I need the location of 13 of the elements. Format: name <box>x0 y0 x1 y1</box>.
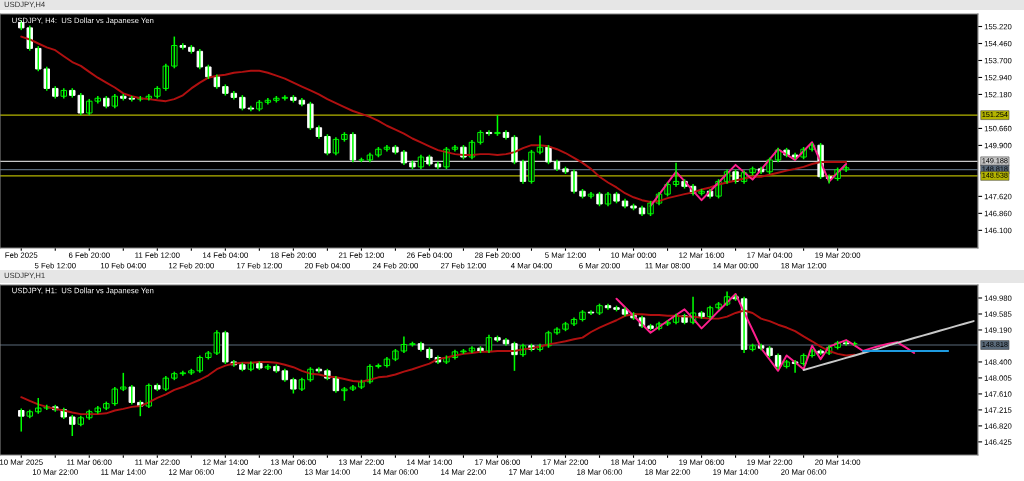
candlestick <box>120 372 127 392</box>
candlestick <box>307 101 314 131</box>
line-series <box>802 320 975 371</box>
line-series <box>20 35 848 203</box>
candlestick <box>494 114 501 137</box>
candlestick <box>528 149 535 185</box>
candlestick <box>324 133 331 157</box>
candlestick <box>545 144 552 165</box>
candlestick <box>171 35 178 70</box>
line-series <box>615 292 916 372</box>
candlestick <box>264 363 272 371</box>
line-series <box>649 141 848 207</box>
line-series <box>20 309 856 416</box>
